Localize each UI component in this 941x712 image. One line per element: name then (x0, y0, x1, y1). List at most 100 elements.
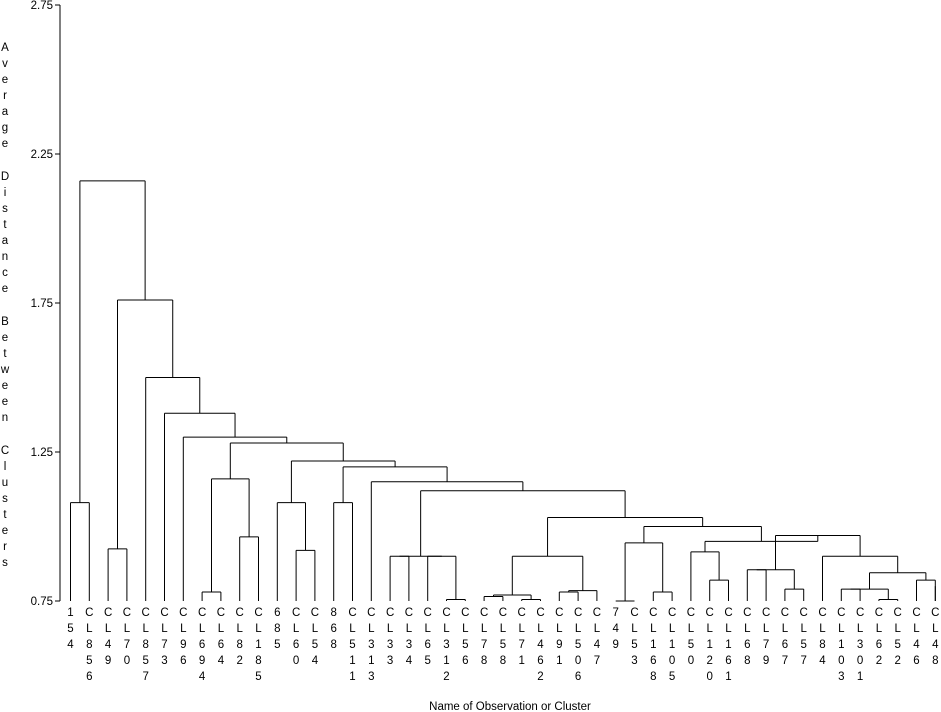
leaf-label-char: L (763, 623, 770, 635)
leaf-label-char: 5 (462, 639, 468, 651)
leaf-label-char: 5 (800, 639, 806, 651)
leaf-label-char: 4 (312, 655, 319, 667)
leaf-label-char: 3 (857, 639, 863, 651)
leaf-label-char: 7 (142, 671, 148, 683)
leaf-label-char: L (650, 623, 657, 635)
leaf-label-char: L (706, 623, 713, 635)
y-title-char: t (3, 509, 7, 521)
leaf-label-char: 7 (782, 655, 788, 667)
leaf-label-char: C (85, 607, 93, 619)
y-tick-label: 2.25 (31, 149, 53, 161)
y-title-char: e (2, 396, 8, 408)
leaf-label-char: 4 (819, 655, 826, 667)
y-title-char: e (2, 138, 8, 150)
leaf-label-char: L (368, 623, 375, 635)
leaf-label-char: 7 (518, 639, 524, 651)
leaf-label-char: 1 (368, 655, 374, 667)
leaf-label-char: 8 (481, 655, 487, 667)
leaf-label-char: C (743, 607, 751, 619)
leaf-label-char: 0 (838, 655, 844, 667)
leaf-label-char: 1 (725, 671, 731, 683)
leaf-label-char: C (123, 607, 131, 619)
leaf-label-char: L (838, 623, 845, 635)
y-title-char: n (2, 251, 8, 263)
y-title-char: r (3, 90, 7, 102)
leaf-label-char: C (198, 607, 206, 619)
leaf-label-char: 4 (67, 639, 74, 651)
leaf-label-char: 5 (86, 655, 92, 667)
leaf-label-char: 6 (744, 639, 750, 651)
leaf-label-char: C (931, 607, 939, 619)
y-tick-label: 2.75 (31, 0, 53, 12)
leaf-label-char: C (386, 607, 394, 619)
leaf-label-char: 4 (218, 655, 225, 667)
leaf-label-char: C (461, 607, 469, 619)
leaf-label-char: 1 (443, 655, 449, 667)
leaf-label-char: 1 (838, 639, 844, 651)
y-title-char: n (2, 412, 8, 424)
leaf-label-char: C (367, 607, 375, 619)
leaf-label-char: 7 (161, 639, 167, 651)
leaf-label-char: 7 (481, 639, 487, 651)
y-title-char: v (2, 58, 8, 70)
leaf-label-char: 4 (199, 671, 206, 683)
leaf-label-char: 3 (631, 655, 637, 667)
leaf-label-char: L (631, 623, 638, 635)
leaf-label-char: 9 (199, 655, 205, 667)
leaf-label-char: 3 (838, 671, 844, 683)
leaf-label-char: C (292, 607, 300, 619)
leaf-label-char: 8 (274, 623, 280, 635)
x-axis-leaf-labels: 154CL856CL49CL70CL857CL73CL96CL694CL64CL… (67, 607, 939, 683)
leaf-label-char: 3 (406, 639, 412, 651)
leaf-label-char: 1 (67, 607, 73, 619)
y-title-char: a (2, 106, 9, 118)
leaf-label-char: L (537, 623, 544, 635)
leaf-label-char: L (932, 623, 939, 635)
leaf-label-char: L (800, 623, 807, 635)
y-title-char: e (2, 283, 8, 295)
leaf-label-char: L (518, 623, 525, 635)
y-tick-label: 0.75 (31, 596, 53, 608)
y-title-char: s (2, 557, 8, 569)
leaf-label-char: 6 (424, 639, 430, 651)
y-title-char: B (1, 316, 9, 328)
leaf-label-char: C (405, 607, 413, 619)
leaf-label-char: L (105, 623, 112, 635)
y-axis: 0.75 1.25 1.75 2.25 2.75 (31, 0, 61, 608)
leaf-label-char: L (462, 623, 469, 635)
leaf-label-char: L (782, 623, 789, 635)
leaf-label-char: 8 (330, 607, 336, 619)
y-title-char: e (2, 525, 8, 537)
leaf-label-char: L (180, 623, 187, 635)
leaf-label-char: C (348, 607, 356, 619)
leaf-label-char: 5 (312, 639, 318, 651)
leaf-label-char: C (894, 607, 902, 619)
leaf-label-char: L (481, 623, 488, 635)
leaf-label-char: 6 (913, 655, 919, 667)
leaf-label-char: L (293, 623, 300, 635)
leaf-label-char: C (818, 607, 826, 619)
leaf-label-char: 0 (706, 671, 712, 683)
leaf-label-char: 7 (124, 639, 130, 651)
leaf-label-char: 4 (537, 639, 544, 651)
leaf-label-char: 8 (86, 639, 92, 651)
leaf-label-char: L (199, 623, 206, 635)
leaf-label-char: 6 (330, 623, 336, 635)
leaf-label-char: L (669, 623, 676, 635)
leaf-label-char: L (124, 623, 131, 635)
leaf-label-char: 8 (819, 639, 825, 651)
leaf-label-char: 5 (424, 655, 430, 667)
leaf-label-char: L (236, 623, 243, 635)
leaf-label-char: 2 (443, 671, 449, 683)
leaf-label-char: 6 (725, 655, 731, 667)
leaf-label-char: 4 (913, 639, 920, 651)
y-title-char: e (2, 332, 8, 344)
leaf-label-char: L (744, 623, 751, 635)
leaf-label-char: 6 (462, 655, 468, 667)
leaf-label-char: 9 (556, 639, 562, 651)
leaf-label-char: C (480, 607, 488, 619)
y-title-char: s (2, 493, 8, 505)
y-title-char: r (3, 541, 7, 553)
